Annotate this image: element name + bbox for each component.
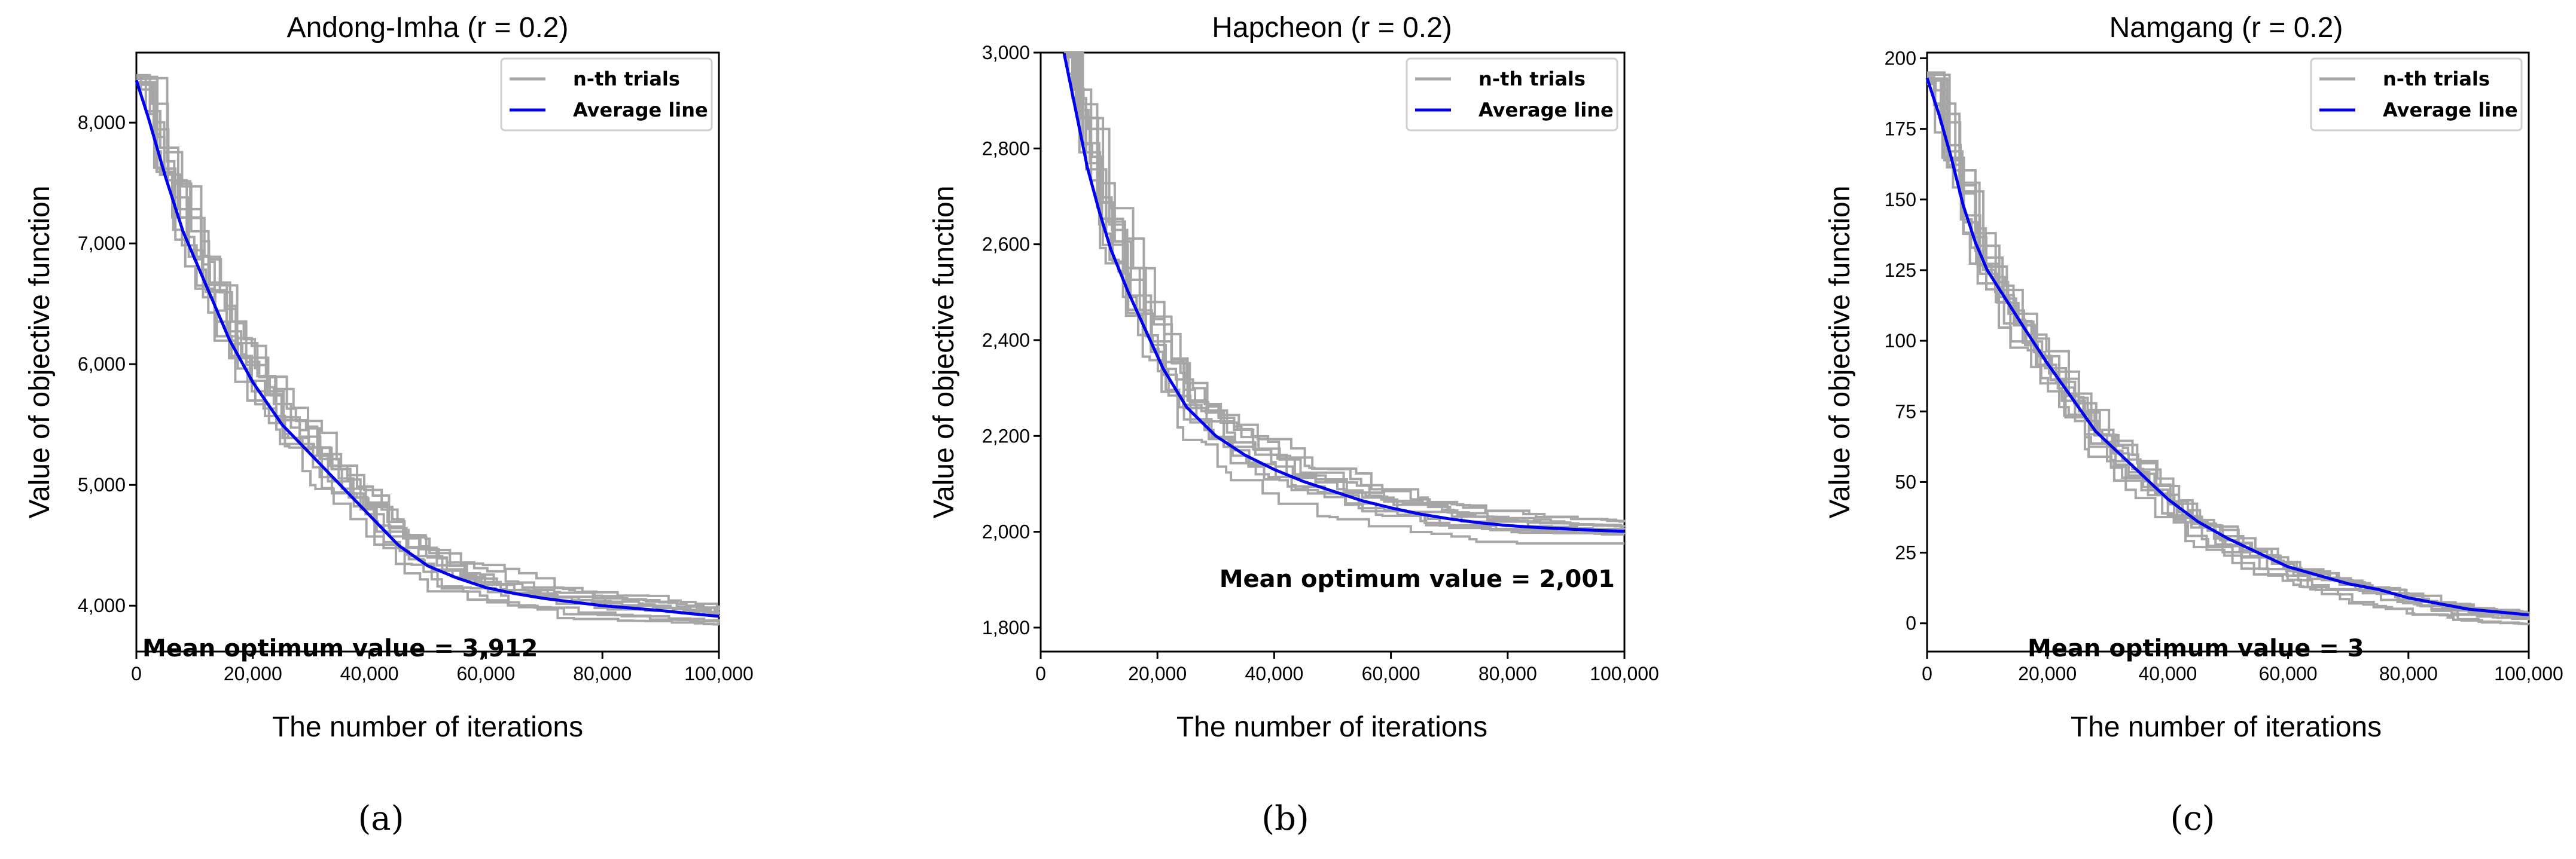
panel-b-y-tick-label: 2,800	[982, 137, 1030, 159]
panel-c-legend-trial-label: n-th trials	[2383, 68, 2490, 90]
panel-b-plot-frame	[1039, 51, 1626, 653]
panel-c-y-tick-label: 175	[1885, 118, 1916, 140]
panel-c-y-tick-label: 50	[1895, 471, 1916, 493]
panel-a-ticks: 0 20,000 40,000 60,000 80,000 100,000 4,000 5,0…	[78, 112, 754, 684]
panel-a-x-tick-label: 20,000	[224, 663, 282, 684]
panel-b-average-line	[1062, 53, 1625, 533]
panel-a-x-tick-label: 40,000	[340, 663, 399, 684]
panel-a-x-tick-label: 0	[131, 663, 142, 684]
panel-c-x-tick-label: 100,000	[2494, 663, 2563, 684]
panel-c-x-tick-label: 0	[1922, 663, 1932, 684]
panel-a-y-tick-label: 6,000	[78, 353, 126, 375]
panel-a-trial-line	[136, 83, 720, 622]
panel-a-trial-line	[136, 74, 720, 618]
panel-a-trial-line	[136, 74, 720, 616]
panel-a-x-tick-label: 80,000	[573, 663, 632, 684]
panel-a-trial-lines	[136, 74, 720, 626]
panel-c-title: Namgang (r = 0.2)	[2109, 12, 2343, 44]
panel-a-average-line	[135, 80, 720, 618]
panel-b-y-axis-label: Value of objective function	[928, 186, 960, 519]
panel-a-x-axis-label: The number of iterations	[272, 711, 583, 743]
panel-a-y-tick-label: 4,000	[78, 595, 126, 616]
panel-c-x-tick-label: 20,000	[2018, 663, 2077, 684]
panel-a-y-tick-label: 5,000	[78, 474, 126, 496]
panel-b-x-tick-label: 20,000	[1128, 663, 1187, 684]
panel-a-trial-line	[136, 77, 720, 614]
panel-b-title: Hapcheon (r = 0.2)	[1212, 12, 1452, 44]
panel-a-trial-line	[136, 81, 720, 612]
panel-b-caption: (b)	[1261, 799, 1309, 838]
panel-c-x-axis-label: The number of iterations	[2071, 711, 2382, 743]
panel-b-legend-trial-label: n-th trials	[1478, 68, 1586, 90]
panel-c-x-tick-label: 80,000	[2379, 663, 2438, 684]
panel-b-trial-line	[1064, 52, 1626, 528]
panel-b-x-tick-label: 60,000	[1362, 663, 1420, 684]
panel-a: Andong-Imha (r = 0.2) 0 20,000 40,000 60,00…	[24, 12, 754, 838]
panel-c-y-tick-label: 200	[1885, 47, 1916, 69]
panel-c-mean-annotation: Mean optimum value = 3	[2028, 635, 2364, 662]
panel-b-mean-annotation: Mean optimum value = 2,001	[1220, 565, 1615, 593]
panel-b-y-tick-label: 2,400	[982, 329, 1030, 351]
panel-c-y-tick-label: 100	[1885, 330, 1916, 351]
panel-c-x-tick-label: 40,000	[2138, 663, 2197, 684]
panel-c-y-tick-label: 150	[1885, 189, 1916, 210]
panel-b-trial-line	[1064, 52, 1626, 528]
panel-b-y-tick-label: 2,000	[982, 521, 1030, 543]
panel-c-y-axis-label: Value of objective function	[1824, 186, 1856, 519]
panel-b-x-tick-label: 80,000	[1478, 663, 1537, 684]
panel-a-caption: (a)	[358, 799, 404, 838]
panel-c-y-tick-label: 75	[1895, 401, 1916, 422]
panel-c-legend: n-th trials Average line	[2310, 57, 2523, 132]
panel-c-trial-lines	[1927, 71, 2530, 625]
panel-a-plot-frame	[135, 51, 720, 653]
panel-b-ticks: 0 20,000 40,000 60,000 80,000 100,000 1,800 2,0…	[982, 42, 1659, 684]
panel-b-trial-line	[1064, 52, 1624, 545]
panel-a-trial-line	[136, 77, 720, 626]
panel-b-x-axis-label: The number of iterations	[1176, 711, 1487, 743]
panel-c-ticks: 0 20,000 40,000 60,000 80,000 100,000 0 25 50 75 1…	[1885, 47, 2563, 684]
panel-c-caption: (c)	[2170, 799, 2215, 838]
panel-b-legend: n-th trials Average line	[1406, 57, 1618, 132]
panel-c-trial-line	[1927, 76, 2530, 616]
panel-b-y-tick-label: 2,600	[982, 234, 1030, 255]
panel-c-x-tick-label: 60,000	[2259, 663, 2318, 684]
panel-a-x-tick-label: 60,000	[456, 663, 515, 684]
panel-c-trial-line	[1927, 79, 2530, 615]
panel-b-y-tick-label: 3,000	[982, 42, 1030, 63]
panel-c-y-tick-label: 25	[1895, 542, 1916, 564]
panel-c: Namgang (r = 0.2) 0 20,000 40,000 60,000 80,…	[1824, 12, 2563, 838]
panel-c-legend-average-label: Average line	[2383, 99, 2518, 121]
panel-a-x-tick-label: 100,000	[684, 663, 754, 684]
panel-a-trial-line	[136, 75, 720, 608]
panel-b-legend-average-label: Average line	[1478, 99, 1614, 121]
panel-c-y-tick-label: 125	[1885, 259, 1916, 281]
panel-a-trial-line	[136, 81, 720, 624]
panel-a-legend: n-th trials Average line	[500, 57, 713, 132]
panel-b-x-tick-label: 40,000	[1245, 663, 1303, 684]
panel-b-trial-lines	[1064, 52, 1626, 545]
panel-b-y-tick-label: 2,200	[982, 425, 1030, 447]
panel-a-trial-line	[136, 81, 720, 614]
panel-b-legend-box	[1406, 57, 1618, 132]
panel-a-mean-annotation: Mean optimum value = 3,912	[142, 635, 538, 662]
panel-c-legend-box	[2310, 57, 2523, 132]
panel-a-y-axis-label: Value of objective function	[24, 186, 56, 519]
panel-a-legend-trial-label: n-th trials	[573, 68, 680, 90]
panel-c-average-line	[1925, 77, 2529, 617]
panel-c-plot-frame	[1926, 51, 2530, 653]
panel-b: Hapcheon (r = 0.2) 0 20,000 40,000 60,000 80…	[928, 12, 1659, 838]
panel-c-y-tick-label: 0	[1906, 613, 1916, 634]
panel-a-title: Andong-Imha (r = 0.2)	[287, 12, 569, 44]
panel-b-x-tick-label: 0	[1035, 663, 1046, 684]
panel-c-trial-line	[1927, 77, 2530, 625]
panel-a-legend-box	[500, 57, 713, 132]
panel-a-y-tick-label: 8,000	[78, 112, 126, 133]
panel-b-x-tick-label: 100,000	[1590, 663, 1659, 684]
panel-a-trial-line	[136, 77, 720, 610]
panel-c-trial-line	[1927, 77, 2530, 615]
panel-a-legend-average-label: Average line	[573, 99, 708, 121]
panel-b-y-tick-label: 1,800	[982, 617, 1030, 638]
panel-a-y-tick-label: 7,000	[78, 233, 126, 254]
